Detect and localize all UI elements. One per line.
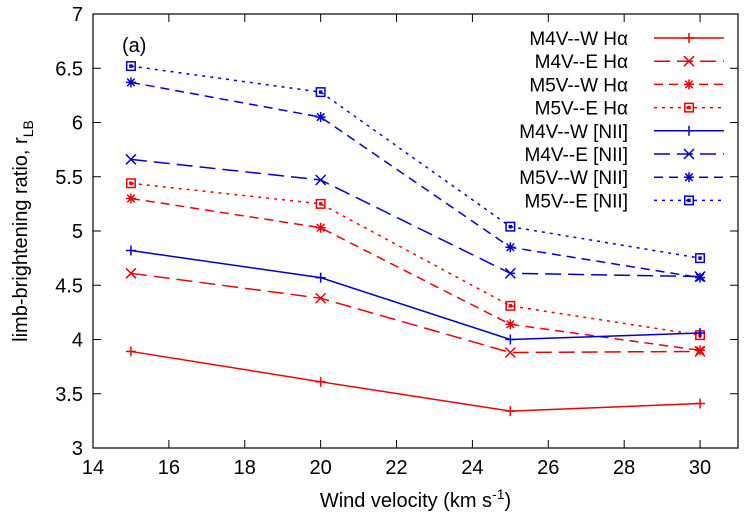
series-line bbox=[130, 350, 701, 412]
data-point bbox=[684, 125, 694, 136]
data-point bbox=[125, 153, 137, 165]
data-point bbox=[504, 267, 516, 279]
data-point bbox=[125, 61, 136, 72]
legend-entry: M5V--W Hα bbox=[529, 75, 724, 96]
x-axis-label: Wind velocity (km s-1) bbox=[320, 486, 511, 512]
legend-entry: M5V--W [NII] bbox=[519, 168, 724, 189]
y-tick-label: 7 bbox=[72, 4, 83, 26]
series-line bbox=[130, 272, 701, 354]
data-point bbox=[315, 198, 326, 209]
data-point bbox=[125, 267, 137, 279]
legend-entry: M5V--E [NII] bbox=[525, 191, 724, 212]
series-line bbox=[130, 197, 701, 352]
legend-label: M4V--E [NII] bbox=[525, 145, 628, 166]
series-1 bbox=[125, 346, 706, 417]
data-point bbox=[684, 102, 694, 113]
series-line bbox=[130, 65, 701, 259]
data-point bbox=[695, 327, 706, 338]
x-tick-label: 22 bbox=[385, 457, 407, 479]
data-point bbox=[315, 174, 327, 186]
x-tick-label: 28 bbox=[613, 457, 635, 479]
series-line bbox=[130, 249, 701, 341]
series-7 bbox=[125, 77, 706, 283]
legend-entry: M4V--E [NII] bbox=[525, 145, 724, 166]
legend-label: M4V--W [NII] bbox=[519, 122, 628, 143]
data-point bbox=[315, 87, 326, 98]
series-line bbox=[130, 158, 701, 278]
y-tick-label: 4.5 bbox=[55, 275, 83, 297]
data-point bbox=[505, 319, 516, 330]
legend-label: M5V--E Hα bbox=[535, 99, 628, 120]
data-point bbox=[315, 292, 327, 304]
series-2 bbox=[125, 267, 706, 359]
data-point bbox=[125, 77, 136, 88]
data-point bbox=[684, 79, 694, 90]
data-point bbox=[505, 300, 516, 311]
series-line bbox=[130, 182, 701, 336]
series-5 bbox=[125, 245, 706, 345]
data-point bbox=[125, 178, 136, 189]
data-point bbox=[125, 193, 136, 204]
x-axis-label-sup: -1 bbox=[492, 486, 505, 502]
data-point bbox=[695, 398, 706, 409]
tick-marks bbox=[92, 13, 738, 449]
x-tick-label: 20 bbox=[310, 457, 332, 479]
y-tick-label: 3 bbox=[72, 438, 83, 460]
legend-entry: M4V--E Hα bbox=[535, 52, 724, 73]
legend-label: M5V--W Hα bbox=[529, 75, 628, 96]
x-tick-label: 14 bbox=[82, 457, 104, 479]
data-point bbox=[683, 148, 695, 160]
data-point bbox=[505, 334, 516, 345]
x-tick-label: 18 bbox=[234, 457, 256, 479]
legend-label: M4V--W Hα bbox=[529, 29, 628, 50]
legend-label: M4V--E Hα bbox=[535, 52, 628, 73]
y-tick-label: 6 bbox=[72, 113, 83, 135]
legend-entry: M5V--E Hα bbox=[535, 99, 724, 120]
data-point bbox=[315, 222, 326, 233]
y-axis-label-sub: LB bbox=[20, 120, 36, 137]
legend-label: M5V--E [NII] bbox=[525, 191, 628, 212]
x-tick-label: 30 bbox=[689, 457, 711, 479]
tick-labels: 14 16 18 20 22 24 26 28 30 3 3.5 4 4.5 5 5.5 6 6.5 7 bbox=[55, 4, 711, 479]
data-point bbox=[315, 376, 326, 387]
data-point bbox=[684, 33, 694, 43]
series-8 bbox=[125, 61, 706, 264]
series-3 bbox=[125, 193, 706, 356]
panel-label: (a) bbox=[122, 35, 146, 57]
data-point bbox=[684, 195, 694, 206]
data-point bbox=[125, 346, 136, 357]
data-point bbox=[505, 242, 516, 253]
y-axis-label-main: limb-brightening ratio, r bbox=[10, 137, 32, 342]
data-point bbox=[315, 272, 326, 283]
y-tick-label: 3.5 bbox=[55, 384, 83, 406]
x-axis-label-main: Wind velocity (km s bbox=[320, 490, 492, 512]
data-point bbox=[695, 345, 706, 356]
data-point bbox=[505, 406, 516, 417]
data-point bbox=[684, 172, 694, 183]
y-tick-label: 5 bbox=[72, 221, 83, 243]
x-tick-label: 16 bbox=[158, 457, 180, 479]
legend-entry: M4V--W Hα bbox=[529, 29, 724, 50]
data-point bbox=[125, 245, 136, 256]
x-axis-label-close: ) bbox=[505, 490, 512, 512]
data-point bbox=[695, 272, 706, 283]
plot-frame bbox=[92, 13, 739, 449]
data-point bbox=[683, 55, 695, 67]
x-tick-label: 26 bbox=[537, 457, 559, 479]
x-tick-label: 24 bbox=[461, 457, 483, 479]
legend-label: M5V--W [NII] bbox=[519, 168, 628, 189]
series-line bbox=[130, 81, 701, 279]
y-axis-label: limb-brightening ratio, rLB bbox=[10, 120, 36, 342]
series-layer bbox=[125, 61, 706, 417]
data-point bbox=[505, 221, 516, 232]
data-point bbox=[315, 112, 326, 123]
y-tick-label: 4 bbox=[72, 330, 83, 352]
y-tick-label: 5.5 bbox=[55, 167, 83, 189]
legend-entry: M4V--W [NII] bbox=[519, 122, 724, 143]
data-point bbox=[695, 253, 706, 264]
data-point bbox=[504, 346, 516, 359]
y-tick-label: 6.5 bbox=[55, 58, 83, 80]
